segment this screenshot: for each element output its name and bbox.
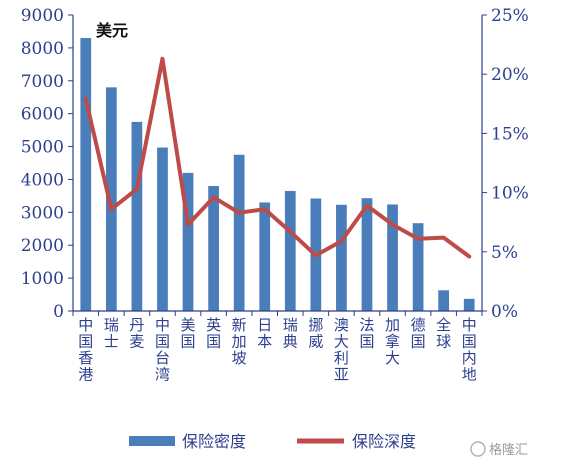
depth-point-5 bbox=[213, 196, 215, 198]
x-category-label-15: 中国内地 bbox=[462, 316, 477, 384]
bar-7 bbox=[259, 202, 271, 311]
y-right-tick-label-5: 25% bbox=[491, 6, 529, 26]
y-left-tick-label-5: 5000 bbox=[21, 138, 64, 158]
bar-14 bbox=[438, 290, 450, 311]
y-right-tick-label-4: 20% bbox=[491, 65, 529, 85]
y-left-tick-label-3: 3000 bbox=[21, 203, 64, 223]
watermark-logo-icon bbox=[470, 441, 486, 457]
x-category-label-11: 法国 bbox=[359, 316, 374, 351]
bar-1 bbox=[105, 87, 117, 311]
y-right-tick-label-1: 5% bbox=[491, 243, 518, 263]
bar-2 bbox=[131, 121, 143, 311]
x-category-label-6: 新加坡 bbox=[232, 316, 247, 367]
x-category-label-2: 丹麦 bbox=[129, 316, 144, 351]
axes-layer bbox=[68, 14, 487, 316]
watermark: 格隆汇 bbox=[470, 441, 528, 458]
line-layer bbox=[83, 56, 472, 259]
bar-3 bbox=[157, 147, 168, 311]
depth-point-13 bbox=[417, 238, 419, 240]
x-category-label-4: 美国 bbox=[181, 316, 196, 351]
labels-layer: 0 1000 2000 3000 4000 5000 6000 7000 8000 9000 0% 5… bbox=[21, 6, 529, 384]
y-left-tick-label-6: 6000 bbox=[21, 105, 64, 125]
x-category-label-3: 中国台湾 bbox=[155, 316, 170, 384]
y-right-tick-label-2: 10% bbox=[491, 184, 529, 204]
legend: 保险密度 保险深度 bbox=[129, 432, 416, 451]
x-category-label-14: 全球 bbox=[436, 316, 451, 351]
watermark-text: 格隆汇 bbox=[489, 442, 528, 458]
x-category-label-9: 挪威 bbox=[308, 316, 323, 351]
bar-11 bbox=[361, 198, 373, 311]
bar-8 bbox=[284, 190, 296, 311]
depth-point-3 bbox=[161, 58, 163, 60]
x-category-label-7: 日本 bbox=[257, 316, 272, 351]
depth-point-15 bbox=[468, 256, 470, 258]
depth-point-6 bbox=[238, 212, 240, 214]
y-left-tick-label-7: 7000 bbox=[21, 72, 64, 92]
depth-point-1 bbox=[110, 208, 112, 210]
y-right-tick-label-3: 15% bbox=[491, 124, 529, 144]
depth-point-0 bbox=[85, 98, 87, 100]
x-category-label-8: 瑞典 bbox=[283, 316, 298, 351]
depth-point-11 bbox=[366, 205, 368, 207]
legend-swatch-bar bbox=[129, 436, 175, 446]
x-category-label-10: 澳大利亚 bbox=[334, 316, 349, 384]
y-left-tick-label-4: 4000 bbox=[21, 170, 64, 190]
depth-point-4 bbox=[187, 224, 189, 226]
bar-6 bbox=[233, 154, 245, 311]
x-category-label-1: 瑞士 bbox=[104, 316, 119, 351]
bar-10 bbox=[336, 204, 347, 311]
legend-label-density: 保险密度 bbox=[182, 432, 246, 451]
depth-point-14 bbox=[443, 237, 445, 239]
x-category-label-13: 德国 bbox=[411, 316, 426, 351]
depth-line bbox=[83, 56, 472, 259]
depth-point-8 bbox=[289, 231, 291, 233]
x-category-label-5: 英国 bbox=[206, 316, 221, 351]
y-axis-unit-label: 美元 bbox=[96, 21, 128, 40]
y-left-tick-label-8: 8000 bbox=[21, 39, 64, 59]
y-left-tick-label-0: 0 bbox=[53, 302, 64, 322]
bar-13 bbox=[412, 223, 424, 311]
bar-5 bbox=[208, 186, 219, 311]
depth-point-7 bbox=[264, 208, 266, 210]
y-right-tick-label-0: 0% bbox=[491, 302, 518, 322]
y-left-tick-label-1: 1000 bbox=[21, 269, 64, 289]
y-left-tick-label-9: 9000 bbox=[21, 6, 64, 26]
bar-12 bbox=[387, 204, 398, 311]
bar-15 bbox=[463, 298, 475, 311]
depth-point-2 bbox=[136, 188, 138, 190]
depth-point-10 bbox=[340, 240, 342, 242]
depth-point-9 bbox=[315, 254, 317, 256]
bar-0 bbox=[80, 38, 92, 312]
x-category-label-12: 加拿大 bbox=[385, 316, 400, 367]
y-left-tick-label-2: 2000 bbox=[21, 236, 64, 256]
x-category-label-0: 中国香港 bbox=[78, 316, 93, 384]
depth-point-12 bbox=[392, 224, 394, 226]
legend-label-depth: 保险深度 bbox=[352, 432, 416, 451]
bar-4 bbox=[182, 172, 194, 311]
